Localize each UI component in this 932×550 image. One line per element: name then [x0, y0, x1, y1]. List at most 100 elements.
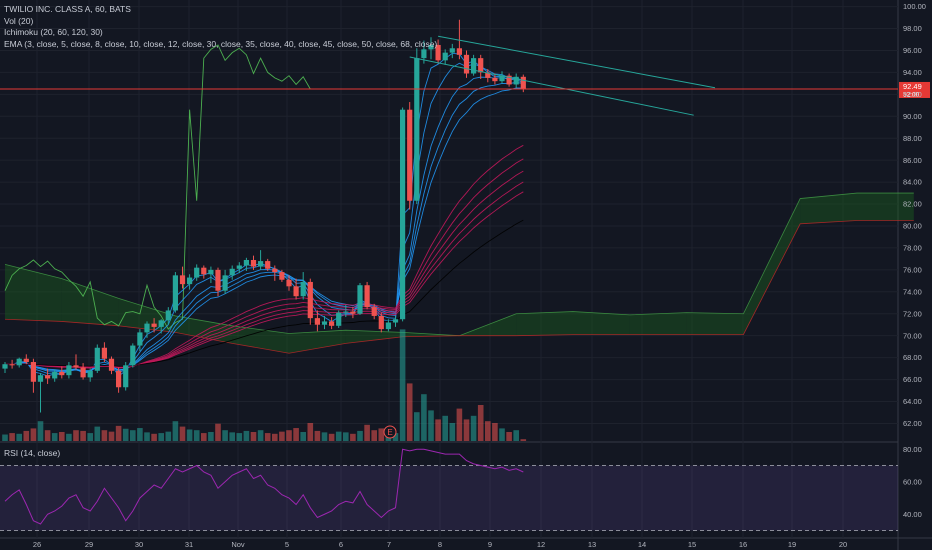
price-tick-label: 84.00 [903, 178, 922, 187]
ema-indicator-label[interactable]: EMA (3, close, 5, close, 8, close, 10, c… [4, 38, 438, 49]
candle-body [2, 364, 8, 369]
time-tick-label: 30 [135, 540, 143, 549]
legend: TWILIO INC. CLASS A, 60, BATS Vol (20) I… [4, 4, 437, 50]
candle-body [463, 54, 470, 74]
volume-bar [364, 424, 370, 441]
candle-body [37, 375, 44, 382]
candle-body [151, 323, 157, 327]
volume-bar [193, 430, 200, 441]
volume-bar [94, 426, 101, 441]
candle-body [293, 286, 299, 297]
candle-body [336, 312, 342, 326]
volume-bar [30, 428, 37, 441]
ema-line [4, 87, 524, 372]
candle-body [144, 323, 150, 333]
candle-body [485, 72, 491, 78]
ema-line [4, 81, 524, 372]
cloud-segment [857, 193, 914, 221]
symbol-title[interactable]: TWILIO INC. CLASS A, 60, BATS [4, 4, 131, 14]
volume-bar [9, 433, 15, 441]
candle-body [194, 267, 200, 278]
ema-line [4, 219, 524, 367]
volume-bar [357, 430, 363, 441]
candle-body [94, 347, 100, 371]
candle-body [392, 319, 399, 323]
volume-bar [442, 415, 448, 441]
volume-bar [130, 430, 136, 441]
trendline [438, 35, 716, 89]
volume-bar [392, 433, 399, 441]
volume-bar [59, 432, 65, 441]
volume-bar [51, 433, 58, 441]
rsi-indicator-label[interactable]: RSI (14, close) [4, 448, 61, 458]
candle-body [449, 48, 455, 53]
candle-body [16, 358, 22, 366]
cloud-segment [573, 311, 630, 335]
price-tick-label: 76.00 [903, 265, 922, 274]
candle-body [456, 48, 462, 55]
volume-bar [37, 421, 44, 441]
candle-body [364, 285, 370, 308]
candle-body [30, 362, 36, 382]
candle-body [158, 320, 164, 327]
candle-body [513, 76, 519, 85]
ichimoku-cloud [4, 44, 914, 354]
candle-body [428, 44, 434, 50]
time-tick-label: 29 [85, 540, 93, 549]
price-tick-label: 66.00 [903, 375, 922, 384]
candle-body [506, 75, 512, 85]
last-price-badge [899, 81, 930, 98]
volume-bar [250, 432, 257, 441]
volume-bar [399, 329, 406, 441]
price-tick-label: 74.00 [903, 287, 922, 296]
candle-body [471, 58, 477, 74]
volume-bar [158, 433, 164, 441]
price-tick-label: 64.00 [903, 397, 922, 406]
candle-body [201, 267, 207, 275]
cloud-segment [5, 264, 62, 322]
volume-bar [115, 425, 122, 441]
candle-body [435, 44, 441, 61]
cloud-segment [516, 311, 573, 336]
volume-bar [208, 432, 214, 441]
candle-body [116, 370, 122, 388]
volume-bar [236, 433, 243, 441]
price-tick-label: 88.00 [903, 134, 922, 143]
time-tick-label: 9 [488, 540, 492, 549]
volume-bar [272, 433, 278, 441]
volume-bar [477, 405, 484, 441]
volume-bars [2, 329, 527, 441]
volume-bar [2, 434, 8, 441]
volume-bar [485, 421, 491, 441]
volume-bar [80, 430, 86, 441]
time-tick-label: 31 [185, 540, 193, 549]
volume-bar [414, 412, 420, 441]
candle-body [286, 279, 292, 287]
volume-bar [215, 423, 221, 441]
volume-bar [16, 433, 22, 441]
cloud-segment [743, 198, 801, 335]
candle-body [52, 371, 58, 379]
candle-body [300, 281, 306, 297]
rsi-pane [0, 448, 898, 531]
volume-indicator-label[interactable]: Vol (20) [4, 15, 34, 26]
candle-body [442, 52, 448, 61]
price-tick-label: 96.00 [903, 46, 922, 55]
volume-bar [335, 431, 342, 441]
candle-body [279, 272, 285, 280]
ichimoku-indicator-label[interactable]: Ichimoku (20, 60, 120, 30) [4, 27, 103, 38]
candle-body [222, 275, 228, 291]
candle-body [357, 285, 363, 314]
volume-bar [122, 428, 129, 441]
candle-body [73, 365, 79, 368]
trendline [409, 56, 694, 116]
earnings-marker [383, 425, 397, 439]
cloud-segment [61, 278, 119, 326]
candle-body [130, 345, 136, 366]
candle-body [187, 277, 193, 285]
candle-body [137, 332, 143, 346]
cloud-span-b [4, 220, 914, 354]
time-tick-label: 13 [588, 540, 596, 549]
